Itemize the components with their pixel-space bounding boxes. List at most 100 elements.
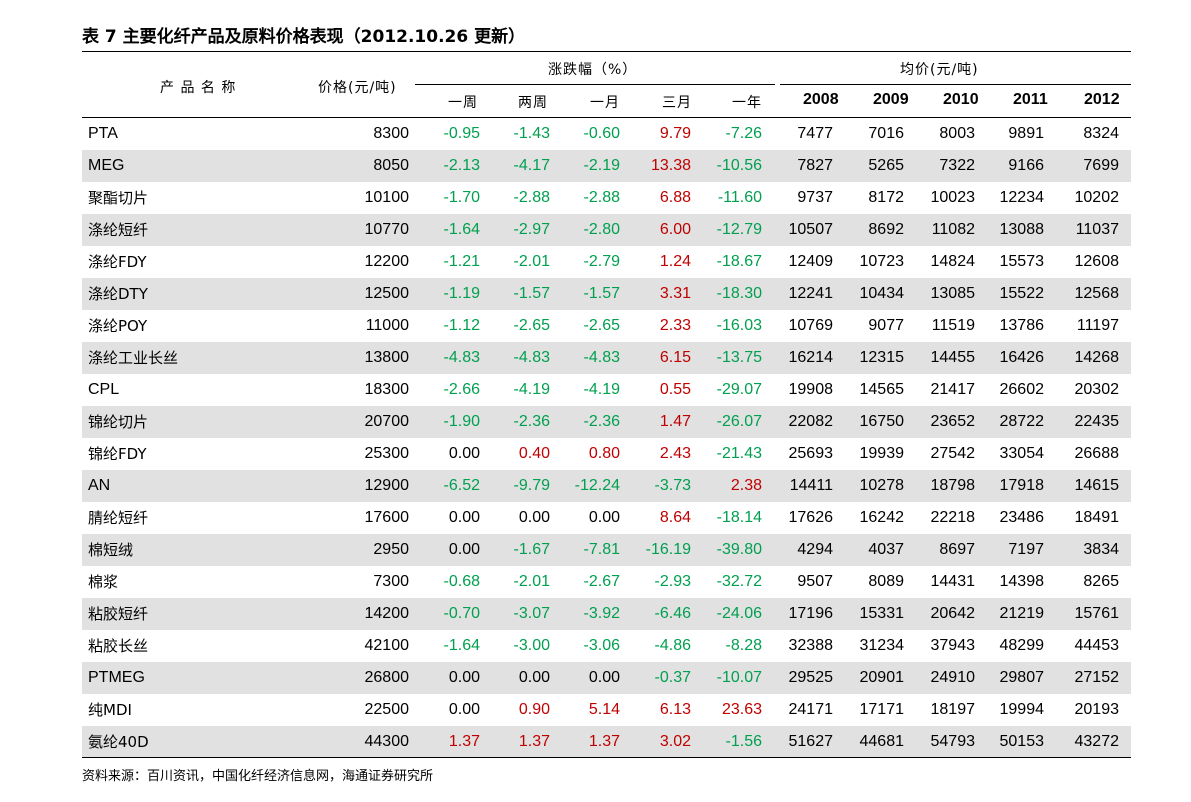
change-1m-cell: -2.67 (583, 573, 620, 590)
change-1w-cell: 0.00 (448, 669, 480, 686)
change-2w-cell: -4.83 (513, 349, 550, 366)
avg-2009-cell: 15331 (859, 605, 905, 622)
table-title: 表 7 主要化纤产品及原料价格表现（2012.10.26 更新） (82, 27, 526, 47)
change-1w-cell: -0.95 (443, 125, 480, 142)
header-bottom-rule (82, 117, 1131, 118)
change-1m-cell: -2.88 (583, 189, 620, 206)
change-2w-cell: -1.67 (513, 541, 550, 558)
change-1y-cell: -18.67 (716, 253, 762, 270)
change-3m-cell: 8.64 (659, 509, 691, 526)
change-3m-cell: 13.38 (650, 157, 691, 174)
price-cell: 44300 (364, 733, 410, 750)
change-3m-cell: 3.02 (659, 733, 691, 750)
avg-2009-cell: 31234 (859, 637, 905, 654)
change-1w-cell: -2.66 (443, 381, 480, 398)
change-1w-cell: -6.52 (443, 477, 480, 494)
change-1y-cell: -39.80 (716, 541, 762, 558)
change-3m-cell: -6.46 (654, 605, 691, 622)
table-row: AN 12900 -6.52 -9.79 -12.24 -3.73 2.38 14411 102… (82, 470, 1131, 502)
price-cell: 20700 (364, 413, 410, 430)
product-name-cell: 棉短绒 (88, 541, 134, 559)
price-cell: 11000 (365, 317, 409, 334)
price-cell: 12900 (364, 477, 410, 494)
change-2w-cell: -9.79 (513, 477, 550, 494)
table-row: 粘胶短纤 14200 -0.70 -3.07 -3.92 -6.46 -24.06 17196… (82, 598, 1131, 630)
avg-2012-cell: 8265 (1083, 573, 1119, 590)
avg-2008-cell: 10769 (788, 317, 834, 334)
change-1y-cell: -24.06 (716, 605, 762, 622)
change-2w-cell: 0.40 (518, 445, 550, 462)
change-1w-cell: -1.70 (443, 189, 480, 206)
change-1y-cell: -12.79 (716, 221, 762, 238)
product-name-cell: 涤纶DTY (88, 285, 148, 303)
product-name-cell: 锦纶切片 (88, 413, 149, 431)
change-1w-cell: -1.12 (443, 317, 480, 334)
change-1m-cell: -2.80 (583, 221, 620, 238)
avg-2008-cell: 7477 (797, 125, 833, 142)
product-name-cell: 涤纶短纤 (88, 221, 149, 239)
product-name-cell: 氨纶40D (88, 733, 149, 751)
header-avg-2011: 2011 (1013, 91, 1048, 108)
change-2w-cell: -4.17 (513, 157, 550, 174)
price-cell: 42100 (364, 637, 410, 654)
price-cell: 18300 (364, 381, 410, 398)
header-change-2w: 两周 (518, 95, 548, 111)
price-cell: 10770 (364, 221, 410, 238)
change-1y-cell: 2.38 (730, 477, 762, 494)
avg-2011-cell: 13786 (999, 317, 1045, 334)
avg-2009-cell: 9077 (868, 317, 904, 334)
avg-2009-cell: 7016 (868, 125, 904, 142)
table-row: MEG 8050 -2.13 -4.17 -2.19 13.38 -10.56 7827 526… (82, 150, 1131, 182)
change-1y-cell: -29.07 (716, 381, 762, 398)
avg-2010-cell: 14824 (930, 253, 976, 270)
avg-2008-cell: 9737 (797, 189, 833, 206)
change-3m-cell: 1.24 (659, 253, 691, 270)
product-name-cell: MEG (88, 157, 125, 174)
table-bottom-rule (82, 757, 1131, 758)
table-row: 锦纶切片 20700 -1.90 -2.36 -2.36 1.47 -26.07 22082 1… (82, 406, 1131, 438)
avg-2009-cell: 8089 (868, 573, 904, 590)
change-3m-cell: 0.55 (659, 381, 691, 398)
change-1y-cell: -16.03 (716, 317, 762, 334)
product-name-cell: 聚酯切片 (88, 189, 149, 207)
avg-2010-cell: 14431 (930, 573, 976, 590)
change-1w-cell: 0.00 (448, 445, 480, 462)
header-price: 价格(元/吨) (318, 80, 397, 96)
change-1m-cell: 1.37 (588, 733, 620, 750)
avg-2011-cell: 16426 (999, 349, 1045, 366)
change-3m-cell: -4.86 (654, 637, 691, 654)
change-1w-cell: 0.00 (448, 701, 480, 718)
product-name-cell: 粘胶长丝 (88, 637, 149, 655)
change-2w-cell: -2.01 (513, 253, 550, 270)
change-1y-cell: -7.26 (725, 125, 762, 142)
avg-2008-cell: 32388 (788, 637, 834, 654)
change-1y-cell: -18.30 (716, 285, 762, 302)
avg-2009-cell: 5265 (868, 157, 904, 174)
table-row: 棉短绒 2950 0.00 -1.67 -7.81 -16.19 -39.80 4294 403… (82, 534, 1131, 566)
header-change-1m: 一月 (590, 95, 620, 111)
avg-2008-cell: 24171 (788, 701, 834, 718)
change-1w-cell: 0.00 (448, 509, 480, 526)
avg-2009-cell: 44681 (859, 733, 905, 750)
avg-2008-cell: 12241 (788, 285, 834, 302)
change-1y-cell: -26.07 (716, 413, 762, 430)
change-1m-cell: -2.65 (583, 317, 620, 334)
avg-2008-cell: 29525 (788, 669, 834, 686)
product-name-cell: AN (88, 477, 111, 494)
avg-2010-cell: 14455 (930, 349, 976, 366)
price-cell: 7300 (373, 573, 409, 590)
avg-2010-cell: 11519 (931, 317, 975, 334)
change-1w-cell: -1.21 (443, 253, 480, 270)
avg-2010-cell: 7322 (939, 157, 975, 174)
change-1y-cell: -32.72 (716, 573, 762, 590)
header-change-3m: 三月 (662, 95, 692, 111)
change-3m-cell: 6.13 (659, 701, 691, 718)
avg-2008-cell: 19908 (788, 381, 834, 398)
change-1y-cell: -8.28 (725, 637, 762, 654)
table-body: PTA 8300 -0.95 -1.43 -0.60 9.79 -7.26 7477 7016 8… (82, 118, 1131, 758)
avg-2009-cell: 10278 (859, 477, 905, 494)
price-cell: 22500 (364, 701, 410, 718)
avg-2012-cell: 27152 (1074, 669, 1120, 686)
change-3m-cell: 3.31 (659, 285, 691, 302)
product-name-cell: 腈纶短纤 (88, 509, 149, 527)
